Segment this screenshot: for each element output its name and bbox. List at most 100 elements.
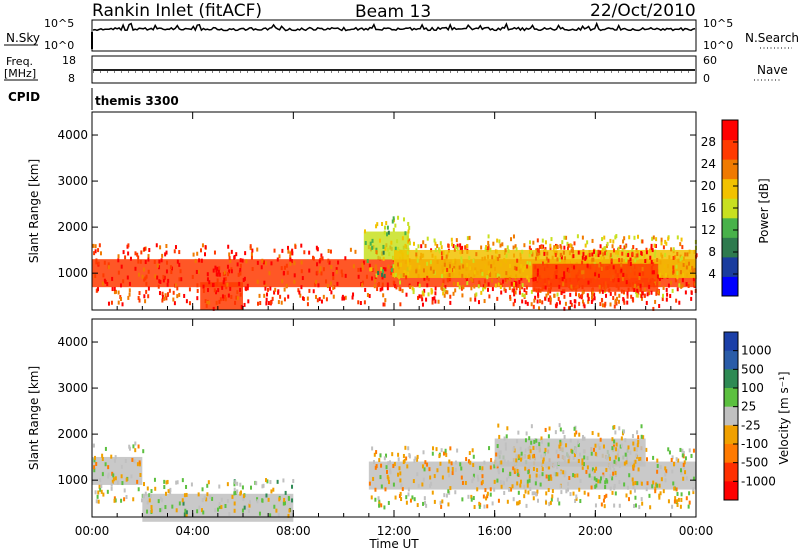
heatmap-cell (235, 295, 238, 300)
heatmap-cell (501, 242, 504, 247)
y-tick-label: 1000 (57, 473, 88, 487)
y-tick-label: 1000 (57, 266, 88, 280)
heatmap-cell (376, 287, 379, 292)
heatmap-cell (541, 472, 544, 477)
heatmap-cell (602, 472, 605, 477)
heatmap-cell (449, 486, 452, 491)
heatmap-cell (467, 494, 470, 499)
heatmap-cell (566, 241, 569, 246)
heatmap-cell (453, 247, 456, 252)
heatmap-cell (486, 491, 489, 496)
heatmap-cell (559, 442, 562, 447)
heatmap-cell (385, 465, 388, 470)
heatmap-cell (510, 281, 513, 286)
heatmap-cell (325, 279, 328, 284)
heatmap-cell (226, 282, 229, 287)
heatmap-cell (535, 445, 538, 450)
heatmap-cell (622, 239, 625, 244)
heatmap-cell (541, 300, 544, 305)
heatmap-cell (532, 277, 535, 282)
heatmap-cell (588, 256, 591, 261)
heatmap-cell (454, 460, 457, 465)
heatmap-cell (620, 436, 623, 441)
heatmap-cell (632, 481, 635, 486)
heatmap-cell (280, 300, 283, 305)
heatmap-cell (265, 301, 268, 306)
heatmap-cell (243, 302, 246, 307)
heatmap-cell (511, 288, 514, 293)
heatmap-cell (558, 279, 561, 284)
heatmap-cell (112, 477, 115, 482)
freq-tick-top: 18 (62, 54, 76, 67)
heatmap-cell (233, 254, 236, 259)
heatmap-cell (270, 261, 273, 266)
x-tick-label: 00:00 (75, 524, 110, 538)
heatmap-cell (322, 267, 325, 272)
heatmap-cell (185, 484, 188, 489)
heatmap-cell (579, 478, 582, 483)
heatmap-cell (198, 505, 201, 510)
heatmap-cell (239, 258, 242, 263)
heatmap-cell (563, 434, 566, 439)
heatmap-cell (594, 250, 597, 255)
heatmap-cell (423, 276, 426, 281)
heatmap-cell (312, 256, 315, 261)
heatmap-cell (471, 479, 474, 484)
heatmap-cell (381, 269, 384, 274)
heatmap-cell (602, 444, 605, 449)
heatmap-cell (211, 283, 214, 288)
heatmap-cell (475, 252, 478, 257)
heatmap-cell (379, 453, 382, 458)
heatmap-cell (163, 296, 166, 301)
heatmap-cell (633, 447, 636, 452)
heatmap-cell (603, 495, 606, 500)
heatmap-cell (411, 495, 414, 500)
heatmap-cell (609, 253, 612, 258)
heatmap-cell (371, 245, 374, 250)
heatmap-cell (689, 265, 692, 270)
heatmap-cell (585, 469, 588, 474)
heatmap-cell (469, 266, 472, 271)
heatmap-cell (641, 291, 644, 296)
heatmap-cell (480, 290, 483, 295)
heatmap-cell (452, 291, 455, 296)
heatmap-cell (190, 482, 193, 487)
heatmap-cell (277, 289, 280, 294)
heatmap-cell (563, 235, 566, 240)
heatmap-cell (461, 285, 464, 290)
heatmap-cell (549, 500, 552, 505)
heatmap-cell (385, 453, 388, 458)
heatmap-cell (656, 469, 659, 474)
heatmap-cell (265, 493, 268, 498)
heatmap-cell (418, 294, 421, 299)
heatmap-cell (281, 279, 284, 284)
heatmap-cell (605, 293, 608, 298)
heatmap-cell (487, 240, 490, 245)
power-colorbar-label: Power [dB] (757, 178, 771, 243)
heatmap-cell (106, 282, 109, 287)
heatmap-cell (564, 470, 567, 475)
heatmap-cell (200, 258, 203, 263)
heatmap-cell (226, 499, 229, 504)
heatmap-cell (617, 246, 620, 251)
heatmap-cell (608, 288, 611, 293)
heatmap-cell (627, 252, 630, 257)
heatmap-cell (656, 257, 659, 262)
heatmap-cell (443, 262, 446, 267)
heatmap-cell (570, 244, 573, 249)
heatmap-cell (489, 273, 492, 278)
heatmap-cell (648, 291, 651, 296)
heatmap-cell (218, 504, 221, 509)
heatmap-cell (555, 449, 558, 454)
heatmap-cell (692, 487, 695, 492)
heatmap-cell (178, 277, 181, 282)
heatmap-cell (633, 288, 636, 293)
heatmap-cell (113, 290, 116, 295)
heatmap-cell (482, 494, 485, 499)
heatmap-cell (159, 508, 162, 513)
heatmap-cell (128, 444, 131, 449)
heatmap-cell (320, 299, 323, 304)
heatmap-cell (497, 423, 500, 428)
heatmap-cell (301, 296, 304, 301)
heatmap-cell (515, 286, 518, 291)
